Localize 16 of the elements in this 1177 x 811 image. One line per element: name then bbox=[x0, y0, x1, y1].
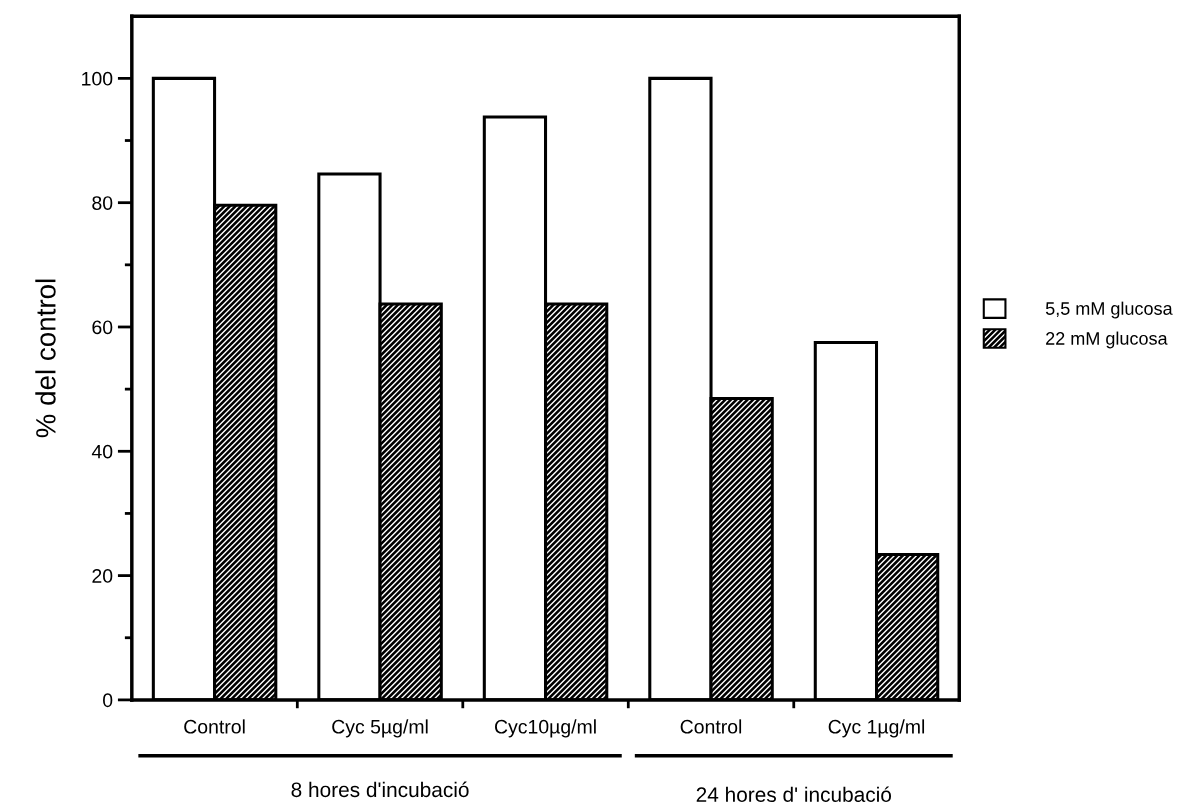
text: 8 hores d'incubació bbox=[291, 781, 469, 798]
legend-label: 22 mM glucosa bbox=[1046, 331, 1168, 349]
y-tick-label: 0 bbox=[103, 693, 113, 708]
y-tick-label: 60 bbox=[92, 320, 113, 335]
x-tick-label: Cyc10µg/ml bbox=[495, 719, 596, 738]
y-tick-label: 20 bbox=[92, 569, 113, 583]
x-tick-label: Control bbox=[680, 719, 742, 734]
y-tick-label: 100 bbox=[82, 71, 113, 86]
x-tick-label: Cyc 1µg/ml bbox=[828, 719, 925, 738]
y-axis-title: % del control bbox=[35, 279, 56, 438]
y-tick-label: 80 bbox=[92, 196, 113, 210]
x-tick-label: Control bbox=[184, 719, 245, 734]
y-tick-label: 40 bbox=[91, 444, 113, 459]
x-tick-label: Cyc 5µg/ml bbox=[332, 719, 428, 738]
legend-label: 5,5 mM glucosa bbox=[1045, 301, 1173, 319]
text: 24 hores d' incubació bbox=[696, 786, 892, 802]
